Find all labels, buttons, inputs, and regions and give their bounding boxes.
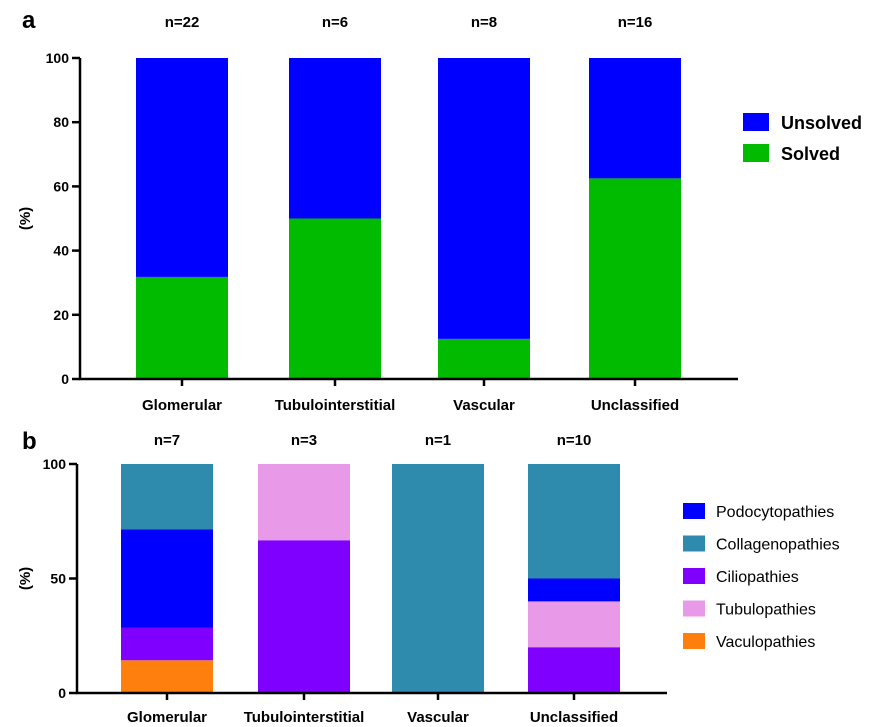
count-label: n=7 — [154, 432, 180, 449]
legend-label: Tubulopathies — [716, 602, 816, 619]
bar-segment-solved-tubulointerstitial — [289, 218, 381, 379]
legend-swatch — [743, 113, 769, 131]
category-label: Tubulointerstitial — [244, 709, 365, 726]
bar-segment-unsolved-tubulointerstitial — [289, 58, 381, 219]
bar-segment-ciliopathies-unclassified — [528, 647, 620, 693]
legend-label: Vaculopathies — [716, 634, 815, 651]
category-label: Vascular — [407, 709, 469, 726]
category-label: Glomerular — [127, 709, 207, 726]
bar-segment-solved-vascular — [438, 338, 530, 379]
bar-segment-collagenopathies-unclassified — [528, 464, 620, 579]
bar-segment-ciliopathies-tubulointerstitial — [258, 540, 350, 693]
bar-segment-unsolved-glomerular — [136, 58, 228, 277]
y-tick-label: 20 — [53, 307, 69, 323]
bar-segment-solved-unclassified — [589, 178, 681, 379]
bar-segment-unsolved-unclassified — [589, 58, 681, 179]
bar-segment-tubulopathies-unclassified — [528, 601, 620, 648]
legend-label: Solved — [781, 144, 840, 164]
category-label: Glomerular — [142, 397, 222, 414]
count-label: n=16 — [618, 14, 653, 31]
legend-swatch — [683, 568, 705, 584]
legend-label: Collagenopathies — [716, 537, 840, 554]
category-label: Unclassified — [591, 397, 679, 414]
category-label: Unclassified — [530, 709, 618, 726]
count-label: n=8 — [471, 14, 497, 31]
bar-segment-vaculopathies-glomerular — [121, 660, 213, 693]
bar-segment-podocytopathies-glomerular — [121, 529, 213, 628]
legend-swatch — [683, 535, 705, 552]
bar-segment-tubulopathies-tubulointerstitial — [258, 464, 350, 541]
count-label: n=6 — [322, 14, 348, 31]
bar-segment-collagenopathies-vascular — [392, 464, 484, 693]
count-label: n=1 — [425, 432, 451, 449]
bar-segment-collagenopathies-glomerular — [121, 464, 213, 530]
y-tick-label: 50 — [50, 571, 66, 587]
y-tick-label: 60 — [53, 178, 69, 194]
legend-label: Unsolved — [781, 113, 862, 133]
legend-label: Podocytopathies — [716, 504, 834, 521]
panel-b-chart: 0 50 100 (%) Glomerular n=7 Tubulointerstitial… — [17, 432, 840, 726]
panel-a-letter: a — [22, 7, 36, 34]
bar-segment-podocytopathies-unclassified — [528, 578, 620, 602]
y-tick-label: 0 — [58, 685, 66, 701]
count-label: n=3 — [291, 432, 317, 449]
y-axis-label: (%) — [17, 207, 34, 230]
bar-segment-ciliopathies-glomerular — [121, 627, 213, 661]
panel-b-letter: b — [22, 428, 37, 455]
y-tick-label: 40 — [53, 243, 69, 259]
legend-swatch — [683, 503, 705, 519]
y-tick-label: 100 — [43, 456, 67, 472]
legend-swatch — [743, 144, 769, 162]
panel-a-chart: 0 20 40 60 80 100 (%) Glomerular n=22 Tubulointer… — [17, 14, 862, 414]
y-tick-label: 0 — [61, 371, 69, 387]
bar-segment-solved-glomerular — [136, 276, 228, 379]
count-label: n=22 — [165, 14, 200, 31]
count-label: n=10 — [557, 432, 592, 449]
legend-swatch — [683, 633, 705, 649]
category-label: Tubulointerstitial — [275, 397, 396, 414]
legend-swatch — [683, 600, 705, 617]
y-axis-label: (%) — [17, 567, 34, 590]
y-tick-label: 80 — [53, 114, 69, 130]
y-tick-label: 100 — [46, 50, 70, 66]
category-label: Vascular — [453, 397, 515, 414]
legend-label: Ciliopathies — [716, 569, 799, 586]
bar-segment-unsolved-vascular — [438, 58, 530, 339]
